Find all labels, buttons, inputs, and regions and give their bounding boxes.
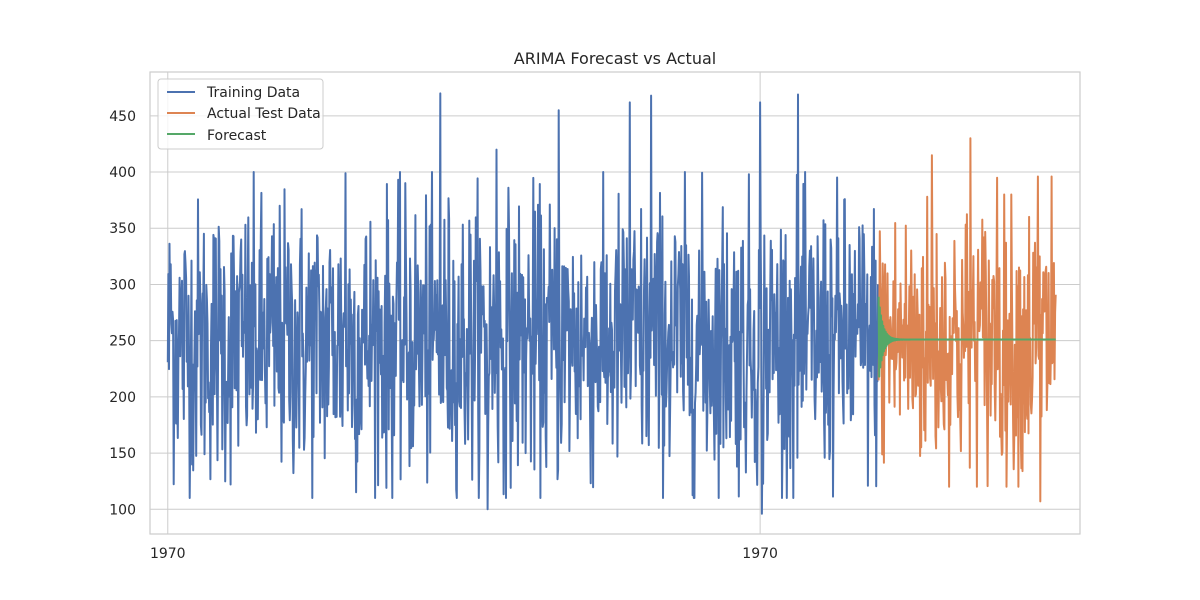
- y-tick-label: 450: [109, 109, 136, 125]
- legend: Training Data Actual Test Data Forecast: [157, 78, 324, 150]
- plot-frame: [149, 71, 1081, 535]
- series-line-actual-test: [877, 137, 1057, 503]
- legend-label-training: Training Data: [206, 85, 300, 101]
- legend-box: [157, 78, 324, 150]
- chart-title: ARIMA Forecast vs Actual: [514, 49, 716, 68]
- y-tick-label: 100: [109, 502, 136, 518]
- x-tick-label: 1970: [150, 546, 186, 562]
- legend-label-forecast: Forecast: [207, 128, 267, 144]
- series-line-training: [166, 92, 879, 515]
- y-tick-label: 200: [109, 390, 136, 406]
- series-line-forecast: [877, 296, 1057, 378]
- axes-layer: 100 150 200 250 300 350 400 450 1970 1970: [109, 71, 1081, 562]
- y-tick-label: 300: [109, 277, 136, 293]
- y-tick-label: 250: [109, 334, 136, 350]
- y-tick-label: 150: [109, 446, 136, 462]
- legend-label-actual: Actual Test Data: [207, 106, 321, 122]
- x-tick-label: 1970: [742, 546, 778, 562]
- y-tick-label: 400: [109, 165, 136, 181]
- series-layer: [166, 92, 1057, 515]
- y-tick-label: 350: [109, 221, 136, 237]
